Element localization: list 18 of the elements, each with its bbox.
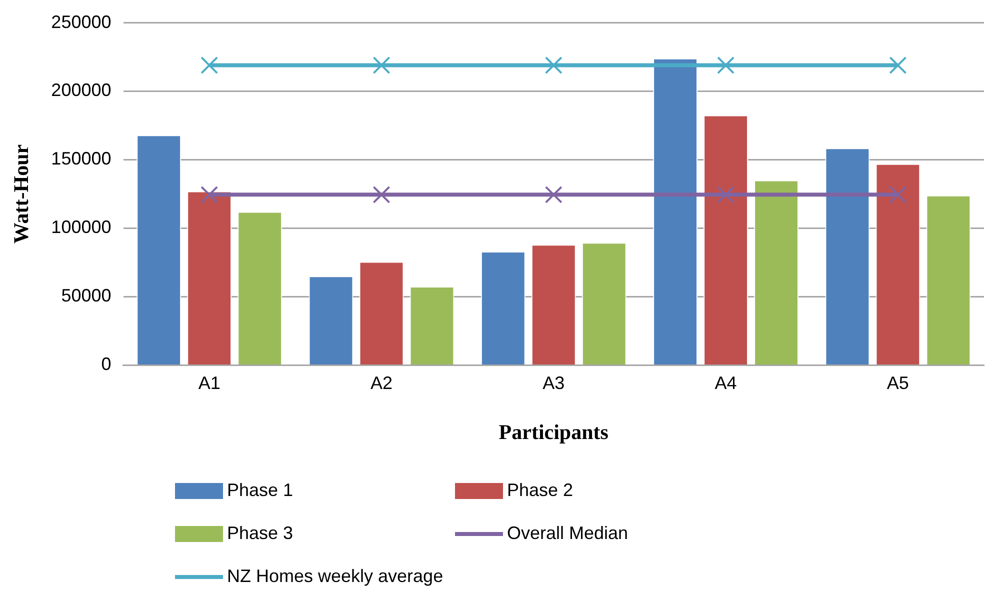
y-tick-label: 0 (101, 354, 112, 374)
legend-label: Phase 2 (507, 480, 574, 501)
legend-label: NZ Homes weekly average (227, 566, 444, 587)
y-axis-title: Watt-Hour (9, 144, 34, 244)
legend-label: Phase 1 (227, 480, 294, 501)
legend-label: Overall Median (507, 523, 628, 544)
x-tick-label: A2 (370, 372, 392, 393)
x-tick-label: A5 (886, 372, 909, 393)
y-tick-label: 150000 (51, 148, 112, 169)
y-tick-label: 250000 (51, 12, 112, 32)
y-tick-label: 50000 (61, 286, 112, 306)
x-tick-label: A1 (198, 372, 220, 393)
y-tick-label: 100000 (51, 217, 112, 238)
y-tick-label: 200000 (51, 80, 112, 100)
legend-label: Phase 3 (227, 523, 294, 544)
x-tick-label: A3 (542, 372, 565, 393)
x-tick-label: A4 (714, 372, 737, 393)
x-axis-title: Participants (498, 420, 608, 444)
